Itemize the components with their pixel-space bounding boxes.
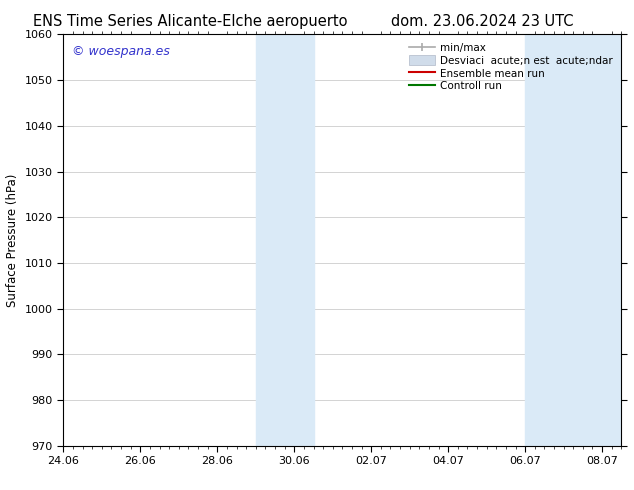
- Text: dom. 23.06.2024 23 UTC: dom. 23.06.2024 23 UTC: [391, 14, 573, 29]
- Bar: [256, 34, 313, 446]
- Bar: [525, 34, 621, 446]
- Text: ENS Time Series Alicante-Elche aeropuerto: ENS Time Series Alicante-Elche aeropuert…: [33, 14, 347, 29]
- Legend: min/max, Desviaci  acute;n est  acute;ndar, Ensemble mean run, Controll run: min/max, Desviaci acute;n est acute;ndar…: [406, 40, 616, 95]
- Y-axis label: Surface Pressure (hPa): Surface Pressure (hPa): [6, 173, 19, 307]
- Text: © woespana.es: © woespana.es: [72, 45, 170, 58]
